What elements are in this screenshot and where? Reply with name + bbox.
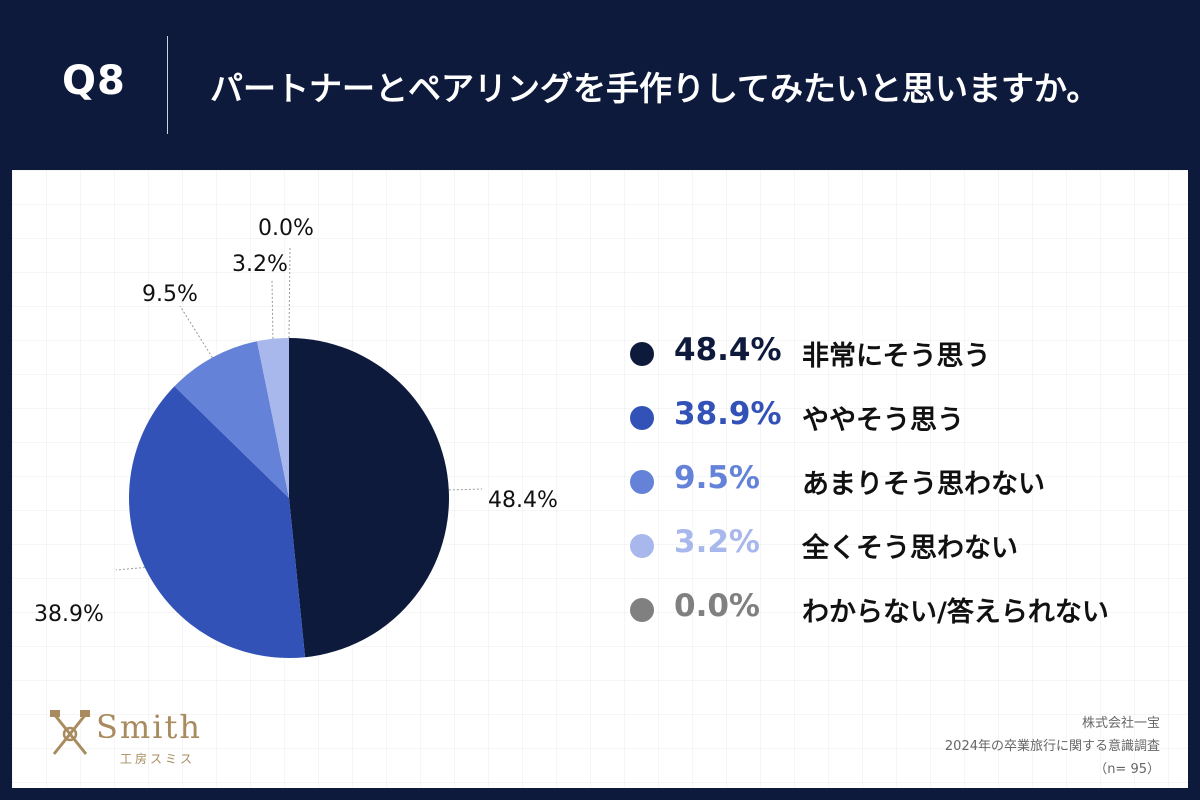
legend-percent: 9.5%	[674, 460, 760, 496]
question-number: Q8	[62, 58, 126, 104]
legend-percent: 3.2%	[674, 524, 760, 560]
legend-label: あまりそう思わない	[802, 469, 1045, 500]
legend-label: 非常にそう思う	[802, 341, 991, 372]
header: Q8 パートナーとペアリングを手作りしてみたいと思いますか。	[0, 0, 1200, 170]
pie-data-label-3: 3.2%	[232, 252, 288, 277]
pie-slice-2	[174, 341, 289, 498]
pie-leader-lines	[115, 245, 483, 571]
pie-data-label-2: 9.5%	[142, 282, 198, 307]
pie-leader-0	[448, 488, 483, 491]
pie-leader-2	[179, 305, 213, 358]
source-note: 株式会社一宝 2024年の卒業旅行に関する意識調査 （n= 95）	[945, 712, 1160, 781]
source-survey: 2024年の卒業旅行に関する意識調査	[944, 739, 1160, 754]
chart-panel: 48.4% 38.9% 9.5% 3.2% 0.0% 48.4% 非常にそう思う 38.9%…	[12, 170, 1188, 788]
logo-subtitle: 工房スミス	[120, 752, 196, 766]
pie-leader-1	[115, 566, 145, 571]
logo-name: Smith	[96, 708, 202, 746]
legend-dot-icon	[630, 598, 654, 622]
pie-slices	[129, 338, 450, 658]
brand-logo: Smith 工房スミス	[48, 708, 238, 768]
question-text: パートナーとペアリングを手作りしてみたいと思いますか。	[210, 69, 1100, 108]
source-company: 株式会社一宝	[1081, 716, 1160, 731]
pie-leader-4	[288, 245, 291, 339]
legend-percent: 0.0%	[674, 588, 760, 624]
pie-data-label-4: 0.0%	[258, 216, 314, 241]
pie-slice-3	[257, 338, 289, 498]
sample-size: （n= 95）	[1094, 762, 1160, 777]
legend-label: ややそう思う	[802, 405, 964, 436]
pie-chart	[115, 245, 483, 658]
pie-data-label-0: 48.4%	[488, 488, 558, 513]
pie-slice-1	[129, 386, 306, 658]
legend-dot-icon	[630, 534, 654, 558]
pie-data-label-1: 38.9%	[34, 602, 104, 627]
legend-dot-icon	[630, 342, 654, 366]
pie-slice-0	[289, 338, 450, 658]
legend-percent: 38.9%	[674, 396, 782, 432]
header-divider	[167, 36, 168, 134]
legend-dot-icon	[630, 470, 654, 494]
crossed-tools-icon	[50, 710, 90, 755]
pie-leader-3	[271, 279, 274, 339]
legend-label: わからない/答えられない	[802, 597, 1109, 628]
legend-dot-icon	[630, 406, 654, 430]
legend-percent: 48.4%	[674, 332, 782, 368]
legend-label: 全くそう思わない	[802, 533, 1018, 564]
